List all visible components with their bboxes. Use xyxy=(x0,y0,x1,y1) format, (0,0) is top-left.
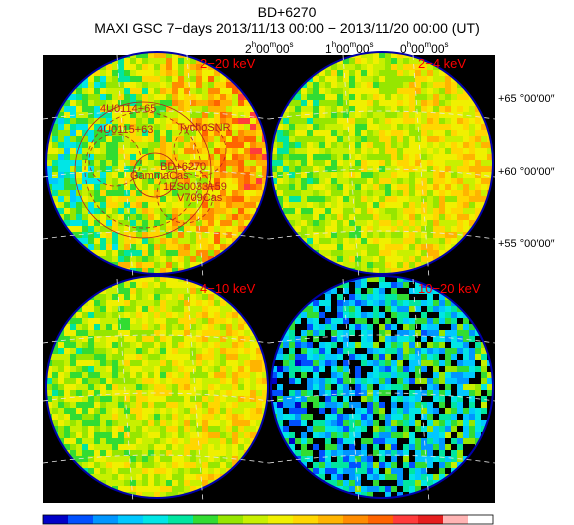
ra-label-1: 2h00m00s xyxy=(245,40,294,56)
colorbar-cell xyxy=(193,515,218,524)
dec-grid-line xyxy=(42,230,270,240)
heatmap-disk xyxy=(46,52,268,274)
source-label: V709Cas xyxy=(177,192,223,204)
panel-1: 2−20 keV xyxy=(42,51,270,280)
source-region xyxy=(84,111,202,229)
dec-grid-line xyxy=(268,230,496,240)
dec-grid-line xyxy=(268,454,496,464)
band-label: 10−20 keV xyxy=(418,281,481,296)
dec-label-2: +60 °00′00″ xyxy=(498,166,555,178)
dec-grid-line xyxy=(42,334,270,344)
dec-grid-line xyxy=(268,168,496,178)
source-region xyxy=(173,123,227,177)
ra-grid-line xyxy=(342,54,360,280)
dec-label-3: +55 °00′00″ xyxy=(498,238,555,250)
colorbar-cell xyxy=(68,515,93,524)
heatmap-disk xyxy=(46,276,268,498)
colorbar-cell xyxy=(343,515,368,524)
band-label: 2−20 keV xyxy=(200,56,256,71)
colorbar-cell xyxy=(368,515,393,524)
disk-edge xyxy=(270,275,494,499)
disk-edge xyxy=(45,51,269,275)
ra-grid-line xyxy=(116,54,134,280)
dec-grid-line xyxy=(268,392,496,402)
dec-grid-line xyxy=(42,168,270,178)
source-region xyxy=(156,166,214,224)
disk-edge xyxy=(45,275,269,499)
plot-title: BD+6270 xyxy=(257,4,317,20)
source-region xyxy=(74,101,212,239)
plot-subtitle: MAXI GSC 7−days 2013/11/13 00:00 − 2013/… xyxy=(94,20,480,36)
ra-grid-line xyxy=(116,278,134,504)
panel-3: 4−10 keV xyxy=(42,275,270,504)
panel-4: 10−20 keV xyxy=(268,275,496,504)
colorbar-cell xyxy=(143,515,168,524)
colorbar-cell xyxy=(118,515,143,524)
colorbar-cell xyxy=(293,515,318,524)
source-label: 4U0115+63 xyxy=(97,124,153,136)
colorbar-cell xyxy=(43,515,68,524)
dec-grid-line xyxy=(42,392,270,402)
source-region xyxy=(132,152,178,198)
colorbar-cell xyxy=(418,515,443,524)
dec-grid-line xyxy=(268,334,496,344)
panel-2: 2−4 keV xyxy=(268,51,496,280)
dec-grid-line xyxy=(268,110,496,120)
colorbar-cell xyxy=(243,515,268,524)
dec-grid-line xyxy=(42,454,270,464)
colorbar xyxy=(42,514,494,525)
colorbar-cell xyxy=(443,515,468,524)
band-label: 4−10 keV xyxy=(200,281,256,296)
ra-label-3: 0h00m00s xyxy=(400,40,449,56)
colorbar-cell xyxy=(168,515,193,524)
heatmap-disk xyxy=(271,52,493,274)
ra-grid-line xyxy=(186,278,204,504)
source-label: 4U0114+65 xyxy=(100,103,156,115)
source-label: GammaCas xyxy=(130,170,189,182)
ra-grid-line xyxy=(412,54,430,280)
ra-grid-line xyxy=(342,278,360,504)
dec-grid-line xyxy=(42,110,270,120)
colorbar-cell xyxy=(218,515,243,524)
source-region xyxy=(88,133,142,187)
band-label: 2−4 keV xyxy=(418,56,466,71)
ra-grid-line xyxy=(186,54,204,280)
source-overlay: 4U0114+65 4U0115+63 TychoSNR BD+6270GammaCa… xyxy=(74,101,231,239)
colorbar-cell xyxy=(93,515,118,524)
colorbar-cell xyxy=(468,515,493,524)
heatmap-disk xyxy=(271,276,493,498)
colorbar-cell xyxy=(318,515,343,524)
colorbar-frame xyxy=(42,514,494,525)
source-label: 1ES0033+59 xyxy=(163,181,227,193)
dec-label-1: +65 °00′00″ xyxy=(498,93,555,105)
disk-edge xyxy=(270,51,494,275)
ra-grid-line xyxy=(412,278,430,504)
source-label: BD+6270 xyxy=(160,161,206,173)
colorbar-cell xyxy=(393,515,418,524)
colorbar-cell xyxy=(268,515,293,524)
source-label: TychoSNR xyxy=(178,122,231,134)
